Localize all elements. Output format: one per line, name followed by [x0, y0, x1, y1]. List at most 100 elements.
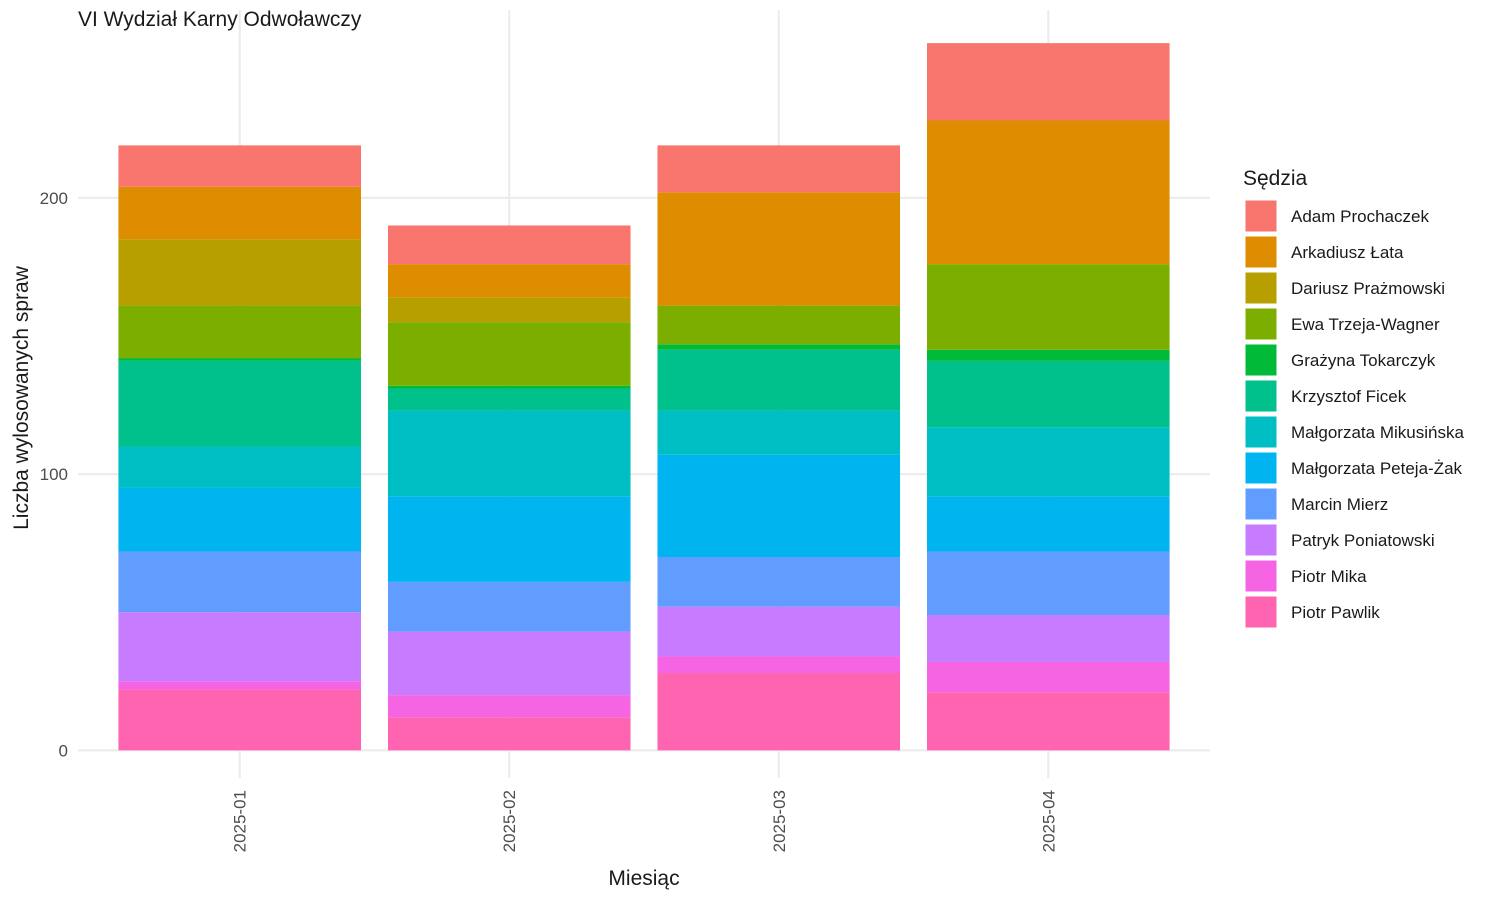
bar-segment — [387, 581, 631, 632]
bar-segment — [387, 717, 631, 751]
bar-segment — [927, 692, 1170, 751]
bar-segment — [118, 305, 361, 359]
x-tick-label: 2025-04 — [1039, 790, 1058, 852]
bar-segment — [657, 192, 901, 306]
legend-item: Marcin Mierz — [1244, 487, 1388, 521]
legend-item: Małgorzata Peteja-Żak — [1244, 451, 1463, 485]
bar-segment — [118, 446, 361, 488]
legend-swatch — [1244, 379, 1278, 413]
bar-segment — [657, 305, 901, 345]
bar-segment — [657, 656, 901, 674]
bar-segment — [387, 225, 631, 265]
legend-item: Patryk Poniatowski — [1244, 523, 1435, 557]
legend-item: Grażyna Tokarczyk — [1244, 343, 1436, 377]
legend-swatch — [1244, 559, 1278, 593]
legend-items: Adam Prochaczek Arkadiusz Łata Dariusz Pra… — [1244, 199, 1464, 629]
legend-swatch — [1244, 343, 1278, 377]
bar-segment — [118, 689, 361, 751]
legend-item: Ewa Trzeja-Wagner — [1244, 307, 1440, 341]
legend-label: Ewa Trzeja-Wagner — [1291, 315, 1440, 334]
legend-swatch — [1244, 595, 1278, 629]
bar-segment — [118, 360, 361, 447]
bar-segment — [118, 681, 361, 690]
bars-layer — [118, 43, 1170, 751]
legend-label: Małgorzata Peteja-Żak — [1291, 459, 1463, 478]
legend-label: Małgorzata Mikusińska — [1291, 423, 1464, 442]
bar-segment — [927, 615, 1170, 662]
x-tick-label: 2025-03 — [770, 790, 789, 852]
legend-item: Dariusz Prażmowski — [1244, 271, 1445, 305]
bar-segment — [657, 349, 901, 411]
bar-segment — [387, 385, 631, 389]
bar-segment — [387, 496, 631, 582]
bar-segment — [387, 322, 631, 386]
legend: Sędzia Adam Prochaczek Arkadiusz Łata Dari… — [1243, 167, 1464, 629]
legend-item: Małgorzata Mikusińska — [1244, 415, 1464, 449]
legend-swatch — [1244, 199, 1278, 233]
bar-segment — [927, 661, 1170, 693]
legend-swatch — [1244, 307, 1278, 341]
bar-segment — [387, 695, 631, 718]
legend-item: Adam Prochaczek — [1244, 199, 1429, 233]
y-tick-label: 100 — [40, 465, 68, 484]
bar-segment — [387, 264, 631, 298]
bar-segment — [657, 410, 901, 455]
bar-segment — [927, 360, 1170, 428]
bar-segment — [657, 344, 901, 350]
bar-segment — [927, 349, 1170, 361]
bar-segment — [657, 556, 901, 607]
legend-label: Piotr Pawlik — [1291, 603, 1380, 622]
x-tick-label: 2025-02 — [500, 790, 519, 852]
legend-swatch — [1244, 523, 1278, 557]
legend-item: Piotr Pawlik — [1244, 595, 1380, 629]
legend-label: Arkadiusz Łata — [1291, 243, 1404, 262]
legend-label: Marcin Mierz — [1291, 495, 1388, 514]
bar-segment — [387, 388, 631, 411]
bar-segment — [657, 673, 901, 751]
legend-label: Patryk Poniatowski — [1291, 531, 1435, 550]
bar-segment — [118, 145, 361, 187]
bar-segment — [927, 120, 1170, 265]
legend-swatch — [1244, 451, 1278, 485]
legend-label: Krzysztof Ficek — [1291, 387, 1407, 406]
legend-item: Piotr Mika — [1244, 559, 1367, 593]
bar-segment — [657, 145, 901, 193]
legend-swatch — [1244, 235, 1278, 269]
legend-label: Adam Prochaczek — [1291, 207, 1429, 226]
bar-segment — [927, 43, 1170, 121]
bar-segment — [118, 612, 361, 682]
bar-segment — [387, 297, 631, 323]
bar-segment — [657, 454, 901, 557]
bar-segment — [927, 496, 1170, 552]
legend-item: Krzysztof Ficek — [1244, 379, 1407, 413]
bar-segment — [387, 410, 631, 497]
x-tick-label: 2025-01 — [231, 790, 250, 852]
chart-title: VI Wydział Karny Odwoławczy — [78, 8, 362, 31]
bar-segment — [118, 239, 361, 306]
x-axis-ticks: 2025-01 2025-02 2025-03 2025-04 — [231, 790, 1059, 852]
legend-swatch — [1244, 415, 1278, 449]
bar-segment — [118, 186, 361, 240]
x-axis-title: Miesiąc — [608, 867, 679, 890]
bar-segment — [927, 264, 1170, 350]
y-axis-title: Liczba wylosowanych spraw — [10, 265, 33, 530]
bar-segment — [118, 551, 361, 613]
legend-swatch — [1244, 271, 1278, 305]
legend-item: Arkadiusz Łata — [1244, 235, 1404, 269]
legend-swatch — [1244, 487, 1278, 521]
bar-segment — [927, 427, 1170, 497]
legend-title: Sędzia — [1243, 167, 1308, 190]
y-axis-ticks: 0 100 200 — [40, 189, 68, 761]
bar-segment — [118, 487, 361, 552]
bar-segment — [657, 606, 901, 657]
bar-segment — [118, 358, 361, 361]
legend-label: Dariusz Prażmowski — [1291, 279, 1445, 298]
y-tick-label: 200 — [40, 189, 68, 208]
legend-label: Piotr Mika — [1291, 567, 1367, 586]
bar-segment — [927, 551, 1170, 616]
legend-label: Grażyna Tokarczyk — [1291, 351, 1436, 370]
y-tick-label: 0 — [59, 741, 68, 760]
bar-segment — [387, 631, 631, 696]
